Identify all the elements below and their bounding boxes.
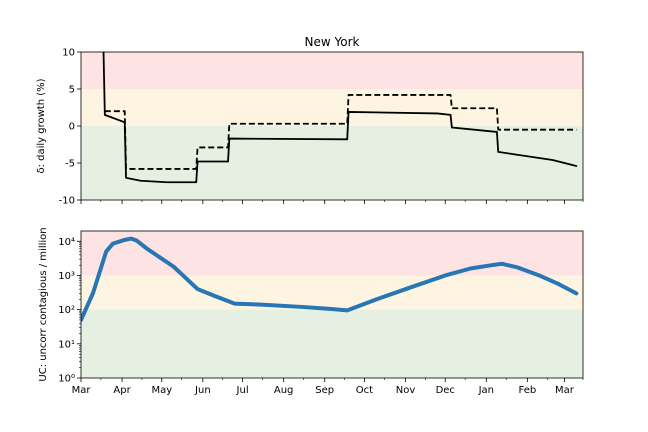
contagious-panel: Mar Apr May Jun Jul Aug Sep Oct Nov Dec Jan Feb Mar1… [38, 227, 584, 396]
growth-band-2 [81, 126, 583, 200]
contagious-xtick-label: Jul [236, 385, 249, 396]
contagious-xtick-label: Aug [274, 385, 294, 396]
contagious-series-solid-line [81, 236, 579, 322]
growth-ytick-label: 5 [69, 85, 75, 96]
contagious-xtick-label: Dec [436, 385, 455, 396]
growth-ytick-label: -5 [65, 159, 75, 170]
contagious-xtick-label: May [151, 385, 172, 396]
growth-ytick-label: -10 [59, 196, 75, 207]
contagious-xtick-label: Oct [356, 385, 373, 396]
growth-series-dashed-line [104, 94, 577, 170]
contagious-xtick-label: Sep [315, 385, 334, 396]
growth-y-axis-label: δ: daily growth (%) [36, 78, 47, 173]
growth-ytick-label: 10 [62, 48, 75, 59]
contagious-ytick-label: 10⁴ [58, 237, 75, 248]
contagious-band-1 [81, 275, 583, 310]
growth-ytick-label: 0 [69, 122, 75, 133]
contagious-y-axis-label: UC: uncorr contagious / million [38, 227, 49, 381]
contagious-xtick-label: Mar [555, 385, 575, 396]
contagious-xtick-label: Nov [396, 385, 416, 396]
contagious-xtick-label: Apr [113, 385, 131, 396]
chart-title: New York [305, 35, 360, 49]
contagious-ytick-label: 10³ [58, 271, 75, 282]
growth-band-0 [81, 52, 583, 89]
contagious-xtick-label: Jan [478, 385, 494, 396]
contagious-axes-frame [80, 230, 584, 379]
contagious-band-0 [81, 231, 583, 276]
contagious-xtick-label: Feb [519, 385, 537, 396]
growth-band-1 [81, 89, 583, 126]
growth-panel: -10 -5 0 5 10 δ: daily growth (%) New York [36, 35, 584, 207]
contagious-band-2 [81, 309, 583, 378]
contagious-ytick-label: 10⁰ [58, 374, 75, 385]
contagious-xtick-label: Jun [194, 385, 211, 396]
contagious-ytick-label: 10² [58, 305, 75, 316]
contagious-ytick-label: 10¹ [58, 339, 75, 350]
contagious-xtick-label: Mar [72, 385, 92, 396]
